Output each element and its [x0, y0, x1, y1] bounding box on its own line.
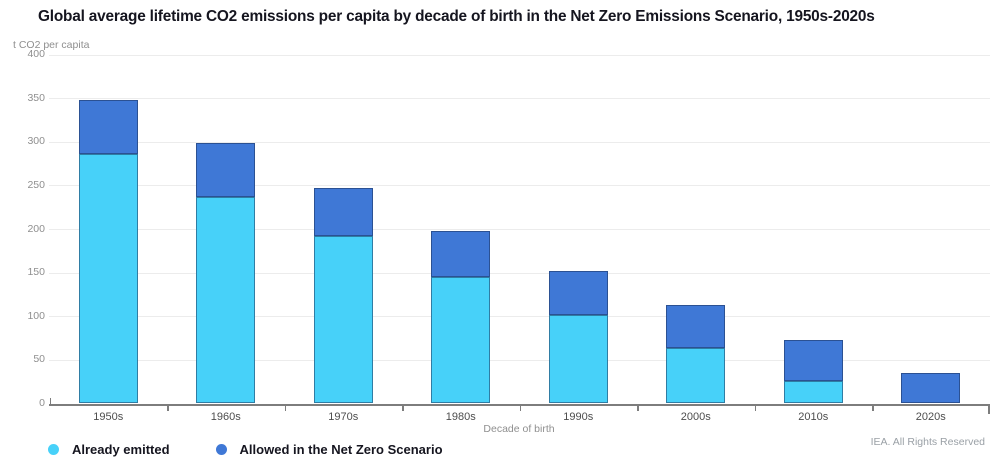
bar-segment-already-emitted-1990s[interactable]: [548, 315, 608, 404]
y-axis-tick-label: 400: [27, 48, 45, 60]
y-axis-tick-label: 200: [27, 222, 45, 235]
copyright-attribution: IEA. All Rights Reserved: [870, 436, 985, 448]
bar-segment-allowed-1990s[interactable]: [548, 270, 608, 316]
bar-segment-already-emitted-2000s[interactable]: [666, 347, 726, 404]
x-axis-tick: [519, 405, 521, 411]
chart-legend: Already emitted Allowed in the Net Zero …: [48, 440, 443, 458]
x-axis-category-label: 1970s: [328, 411, 359, 423]
gridline: [49, 316, 990, 318]
y-axis-tick-label: 100: [27, 309, 45, 322]
x-axis-category-label: 1990s: [563, 411, 594, 423]
x-axis-tick: [637, 405, 639, 411]
gridline: [49, 98, 990, 100]
y-axis-tick-label: 0: [39, 397, 45, 409]
x-axis-right-endcap: [988, 405, 990, 414]
bar-segment-allowed-1980s[interactable]: [431, 230, 491, 277]
x-axis-category-label: 1950s: [93, 411, 124, 423]
bar-segment-already-emitted-1960s[interactable]: [196, 196, 256, 404]
x-axis-category-label: 1960s: [210, 411, 241, 423]
chart-title: Global average lifetime CO2 emissions pe…: [38, 8, 875, 25]
bar-segment-allowed-2010s[interactable]: [783, 339, 843, 381]
x-axis-tick: [872, 405, 874, 411]
x-axis-category-label: 2010s: [798, 411, 829, 423]
bar-segment-already-emitted-2010s[interactable]: [783, 380, 843, 404]
bar-segment-allowed-1950s[interactable]: [78, 99, 138, 154]
x-axis-tick: [167, 405, 169, 411]
gridline: [49, 141, 990, 143]
legend-label: Already emitted: [72, 441, 170, 457]
bar-segment-already-emitted-1980s[interactable]: [431, 276, 491, 404]
gridline: [49, 229, 990, 230]
bar-segment-already-emitted-1950s[interactable]: [78, 153, 138, 404]
bar-segment-allowed-1960s[interactable]: [196, 143, 256, 197]
legend-item-already-emitted[interactable]: Already emitted: [48, 442, 170, 457]
x-axis-category-label: 2000s: [680, 411, 711, 423]
gridline: [49, 54, 990, 56]
y-axis-tick-label: 150: [27, 266, 45, 279]
legend-dot-icon: [48, 443, 59, 455]
x-axis-left-endcap: [49, 397, 51, 404]
x-axis-category-label: 1980s: [445, 411, 476, 423]
bar-segment-allowed-2020s[interactable]: [901, 372, 961, 404]
x-axis-tick: [402, 405, 404, 411]
gridline: [49, 185, 990, 187]
bar-segment-allowed-1970s[interactable]: [313, 187, 373, 236]
x-axis-line: [49, 403, 990, 406]
y-axis-tick-label: 350: [27, 91, 45, 104]
x-axis-tick: [754, 405, 756, 411]
legend-dot-icon: [215, 443, 227, 455]
bar-segment-allowed-2000s[interactable]: [666, 304, 726, 348]
y-axis-tick-label: 250: [27, 178, 45, 191]
y-axis-tick-label: 300: [27, 135, 45, 148]
legend-label: Allowed in the Net Zero Scenario: [239, 441, 443, 457]
gridline: [49, 359, 990, 361]
legend-item-allowed-net-zero[interactable]: Allowed in the Net Zero Scenario: [215, 441, 443, 457]
x-axis-category-label: 2020s: [915, 411, 946, 423]
gridline: [49, 272, 990, 274]
x-axis-tick: [284, 405, 286, 411]
y-axis-tick-label: 50: [33, 353, 45, 366]
x-axis-title: Decade of birth: [483, 423, 555, 435]
bar-segment-already-emitted-1970s[interactable]: [313, 235, 373, 404]
y-axis-unit-label: t CO2 per capita: [13, 39, 90, 51]
